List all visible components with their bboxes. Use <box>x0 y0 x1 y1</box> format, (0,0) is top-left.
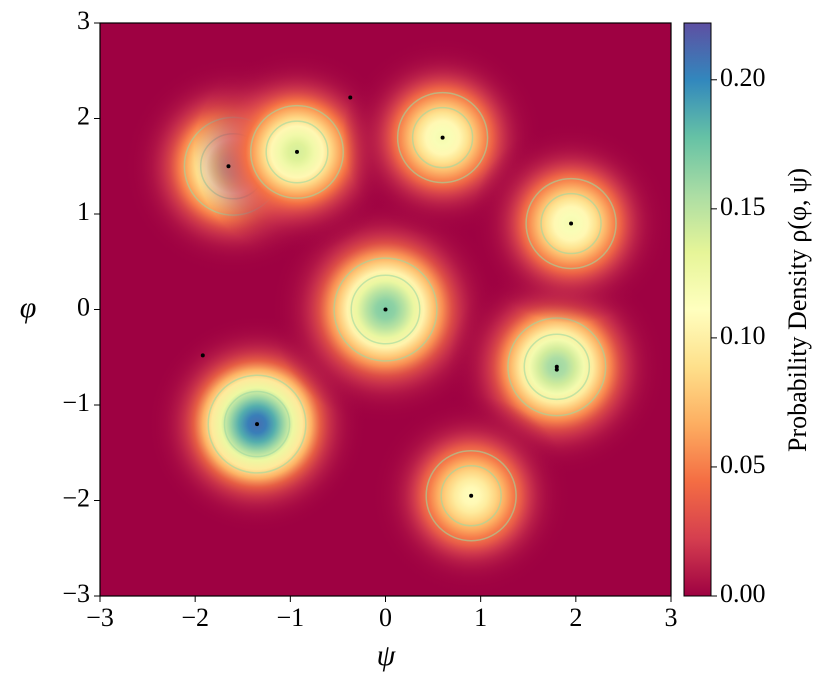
contour <box>440 464 502 527</box>
density-layer <box>100 23 671 596</box>
colorbar-tick-label: 0.05 <box>720 450 766 479</box>
colorbar-tick-label: 0.00 <box>720 579 766 608</box>
contour <box>411 106 474 169</box>
colorbar-tick-label: 0.15 <box>720 192 766 221</box>
point <box>383 307 388 312</box>
point <box>294 149 299 154</box>
x-tick-label: −2 <box>181 603 209 632</box>
contour <box>265 120 329 184</box>
contour <box>425 450 517 542</box>
x-tick-label: −3 <box>86 603 114 632</box>
x-tick-label: 1 <box>474 603 487 632</box>
y-tick-label: 1 <box>77 197 90 226</box>
contour <box>523 333 591 401</box>
colorbar-tick-label: 0.10 <box>720 321 766 350</box>
point <box>554 367 559 372</box>
colorbar <box>683 22 712 597</box>
x-tick-label: 3 <box>665 603 678 632</box>
contour <box>396 91 489 184</box>
y-tick-label: 2 <box>77 101 90 130</box>
contour <box>249 104 344 199</box>
point <box>440 135 445 140</box>
y-tick-label: −1 <box>62 388 90 417</box>
contour <box>333 257 438 362</box>
contour <box>223 390 291 458</box>
y-tick-label: −3 <box>62 579 90 608</box>
point <box>200 353 205 358</box>
y-tick-label: −2 <box>62 483 90 512</box>
point <box>348 95 353 100</box>
y-axis-label: φ <box>20 291 37 324</box>
x-tick-label: −1 <box>276 603 304 632</box>
point <box>569 221 574 226</box>
point <box>469 493 474 498</box>
contour <box>540 192 602 255</box>
colorbar-tick-label: 0.20 <box>720 63 766 92</box>
point <box>554 364 559 369</box>
contour <box>207 374 307 474</box>
x-axis-label: ψ <box>377 639 397 672</box>
contour <box>350 274 421 345</box>
x-tick-label: 0 <box>379 603 392 632</box>
contour <box>525 177 617 270</box>
y-tick-label: 0 <box>77 292 90 321</box>
x-tick-label: 2 <box>569 603 582 632</box>
point <box>255 422 260 427</box>
point <box>226 164 231 169</box>
y-tick-label: 3 <box>77 6 90 35</box>
colorbar-label: Probability Density ρ(φ, ψ) <box>783 168 812 452</box>
